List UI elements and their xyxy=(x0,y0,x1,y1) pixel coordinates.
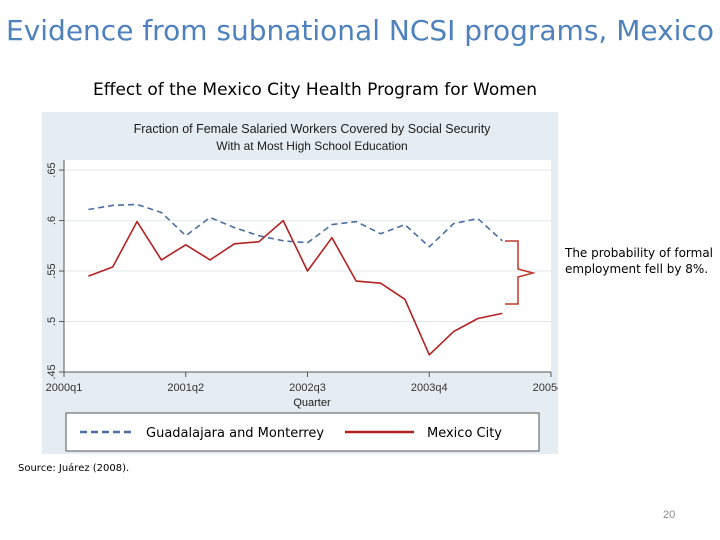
x-tick-label: 2005q1 xyxy=(533,382,558,394)
x-tick-label: 2002q3 xyxy=(289,382,326,394)
axis-layer: .45 .5 .55 .6 .65 2000q1 2001q2 2002q3 2003q4 200… xyxy=(46,160,558,394)
y-tick-label: .65 xyxy=(46,162,58,177)
series-line-guadalajara-monterrey xyxy=(88,203,503,248)
y-tick-label: .55 xyxy=(46,263,58,278)
page-number: 20 xyxy=(663,509,676,521)
y-tick-label: .45 xyxy=(46,364,58,379)
x-tick-label: 2003q4 xyxy=(411,382,448,394)
x-tick-label: 2000q1 xyxy=(46,382,83,394)
legend-label-guadalajara: Guadalajara and Monterrey xyxy=(146,426,324,441)
source-note: Source: Juárez (2008). xyxy=(18,463,130,474)
legend-label-mexico-city: Mexico City xyxy=(427,426,502,441)
chart-title: Fraction of Female Salaried Workers Cove… xyxy=(134,122,492,136)
series-line-mexico-city xyxy=(88,219,503,356)
line-chart: Fraction of Female Salaried Workers Cove… xyxy=(46,122,558,452)
chart-frame: Fraction of Female Salaried Workers Cove… xyxy=(42,112,558,454)
legend-box xyxy=(65,412,540,452)
y-tick-label: .5 xyxy=(46,317,58,326)
chart-title-line2: With at Most High School Education xyxy=(216,139,407,153)
chart-subtitle: Effect of the Mexico City Health Program… xyxy=(93,80,538,100)
annotation-text: The probability of formal employment fel… xyxy=(565,246,714,276)
x-tick-label: 2001q2 xyxy=(167,382,204,394)
annotation-bracket xyxy=(505,240,536,305)
plot-area xyxy=(64,160,551,372)
slide-title: Evidence from subnational NCSI programs,… xyxy=(6,14,714,47)
y-tick-label: .6 xyxy=(46,216,58,225)
x-axis-label: Quarter xyxy=(293,397,331,409)
series-layer xyxy=(88,203,503,356)
